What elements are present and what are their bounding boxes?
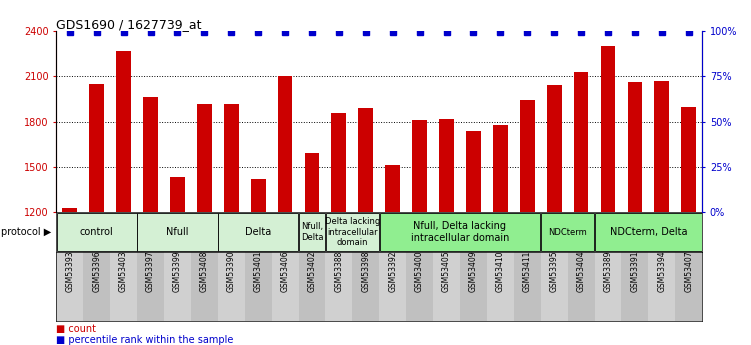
Bar bbox=[143, 97, 158, 345]
Bar bbox=[433, 252, 460, 321]
Text: Nfull: Nfull bbox=[166, 227, 189, 237]
Bar bbox=[299, 213, 325, 251]
Bar bbox=[493, 125, 508, 345]
Bar bbox=[547, 85, 562, 345]
Text: ■ count: ■ count bbox=[56, 324, 96, 334]
Bar bbox=[358, 108, 373, 345]
Bar bbox=[514, 252, 541, 321]
Bar bbox=[681, 107, 696, 345]
Text: GDS1690 / 1627739_at: GDS1690 / 1627739_at bbox=[56, 18, 202, 31]
Bar bbox=[251, 179, 266, 345]
Bar bbox=[675, 252, 702, 321]
Bar bbox=[137, 252, 164, 321]
Text: NDCterm: NDCterm bbox=[548, 227, 587, 237]
Bar bbox=[278, 76, 292, 345]
Bar bbox=[628, 82, 642, 345]
Text: Delta lacking
intracellular
domain: Delta lacking intracellular domain bbox=[324, 217, 380, 247]
Bar bbox=[56, 213, 137, 251]
Bar bbox=[352, 252, 379, 321]
Bar bbox=[379, 213, 541, 251]
Text: control: control bbox=[80, 227, 113, 237]
Text: Nfull, Delta lacking
intracellular domain: Nfull, Delta lacking intracellular domai… bbox=[411, 221, 509, 243]
Bar bbox=[89, 84, 104, 345]
Text: ■ percentile rank within the sample: ■ percentile rank within the sample bbox=[56, 335, 234, 345]
Bar bbox=[654, 81, 669, 345]
Text: protocol ▶: protocol ▶ bbox=[1, 227, 51, 237]
Bar bbox=[110, 252, 137, 321]
Text: Nfull,
Delta: Nfull, Delta bbox=[300, 222, 323, 242]
Bar bbox=[412, 120, 427, 345]
Bar bbox=[326, 213, 379, 251]
Bar bbox=[379, 252, 406, 321]
Bar bbox=[648, 252, 675, 321]
Bar bbox=[137, 213, 218, 251]
Bar bbox=[574, 72, 589, 345]
Bar bbox=[595, 213, 702, 251]
Bar bbox=[197, 104, 212, 345]
Bar bbox=[325, 252, 352, 321]
Bar bbox=[439, 119, 454, 345]
Bar bbox=[299, 252, 325, 321]
Text: Delta: Delta bbox=[245, 227, 271, 237]
Text: NDCterm, Delta: NDCterm, Delta bbox=[610, 227, 687, 237]
Bar bbox=[622, 252, 648, 321]
Bar bbox=[385, 165, 400, 345]
Bar bbox=[245, 252, 272, 321]
Bar bbox=[406, 252, 433, 321]
Bar bbox=[541, 252, 568, 321]
Bar bbox=[601, 46, 615, 345]
Bar bbox=[305, 153, 319, 345]
Bar bbox=[164, 252, 191, 321]
Bar bbox=[568, 252, 595, 321]
Bar bbox=[56, 252, 83, 321]
Bar bbox=[541, 213, 594, 251]
Bar bbox=[595, 252, 622, 321]
Bar bbox=[62, 208, 77, 345]
Bar bbox=[218, 252, 245, 321]
Bar bbox=[116, 51, 131, 345]
Bar bbox=[191, 252, 218, 321]
Bar bbox=[224, 104, 239, 345]
Bar bbox=[83, 252, 110, 321]
Bar bbox=[520, 100, 535, 345]
Bar bbox=[170, 177, 185, 345]
Bar bbox=[460, 252, 487, 321]
Bar bbox=[331, 112, 346, 345]
Bar bbox=[487, 252, 514, 321]
Bar bbox=[218, 213, 298, 251]
Bar bbox=[466, 131, 481, 345]
Bar bbox=[272, 252, 299, 321]
